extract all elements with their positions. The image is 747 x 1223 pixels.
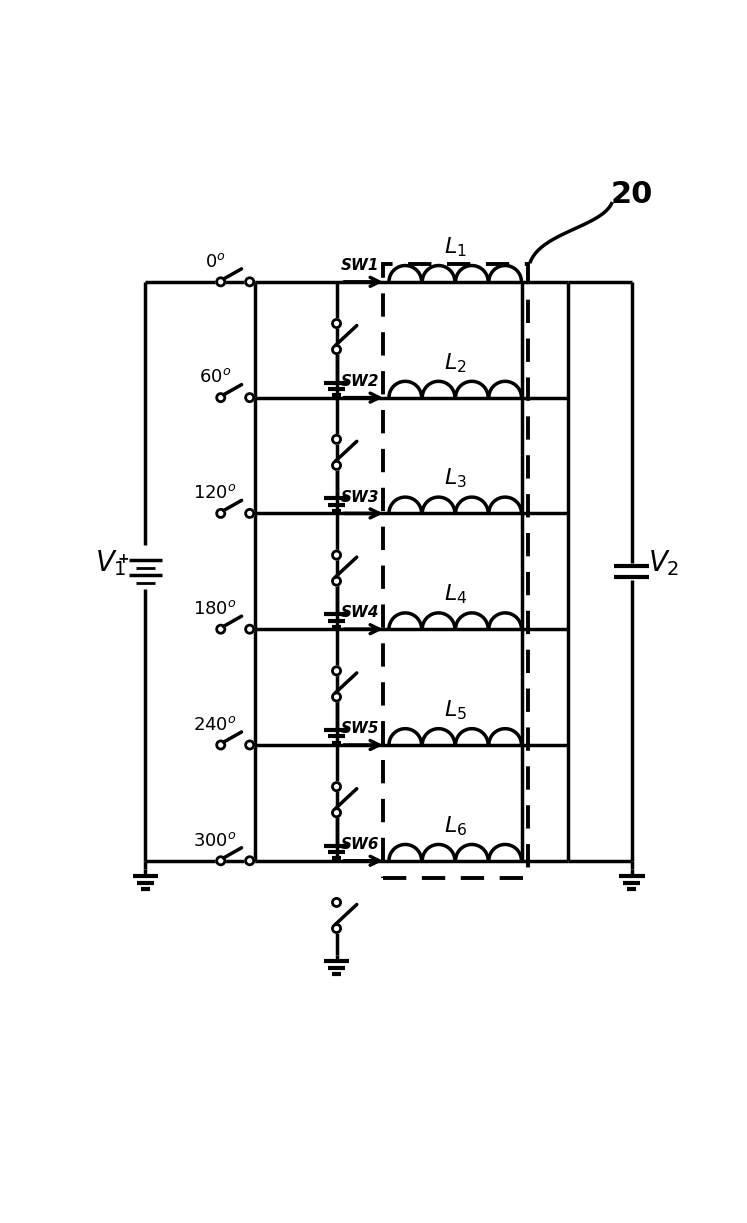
Circle shape <box>246 509 254 517</box>
Circle shape <box>217 394 225 401</box>
Text: SW2: SW2 <box>341 374 379 389</box>
Circle shape <box>217 509 225 517</box>
Circle shape <box>332 577 341 585</box>
Text: +: + <box>118 552 129 566</box>
Text: $240^o$: $240^o$ <box>193 715 237 734</box>
Circle shape <box>332 552 341 559</box>
Text: SW6: SW6 <box>341 837 379 852</box>
Text: $180^o$: $180^o$ <box>193 600 237 618</box>
Circle shape <box>332 319 341 328</box>
Circle shape <box>332 925 341 933</box>
Text: $L_2$: $L_2$ <box>444 351 467 374</box>
Text: SW5: SW5 <box>341 722 379 736</box>
Text: $V_1$: $V_1$ <box>95 548 126 577</box>
Text: $300^o$: $300^o$ <box>193 832 237 850</box>
Circle shape <box>332 783 341 791</box>
Text: SW1: SW1 <box>341 258 379 273</box>
Text: $60^o$: $60^o$ <box>199 368 231 386</box>
Circle shape <box>332 808 341 817</box>
Text: $120^o$: $120^o$ <box>193 484 237 503</box>
Text: $L_6$: $L_6$ <box>444 815 467 838</box>
Text: $L_3$: $L_3$ <box>444 467 467 490</box>
Text: $L_4$: $L_4$ <box>444 582 467 607</box>
Circle shape <box>332 435 341 444</box>
Text: SW4: SW4 <box>341 605 379 620</box>
Circle shape <box>217 856 225 865</box>
Circle shape <box>217 278 225 286</box>
Circle shape <box>332 461 341 470</box>
Circle shape <box>332 899 341 906</box>
Circle shape <box>217 741 225 748</box>
Circle shape <box>246 856 254 865</box>
Circle shape <box>332 346 341 353</box>
Text: SW3: SW3 <box>341 489 379 505</box>
Circle shape <box>332 667 341 675</box>
Text: $L_1$: $L_1$ <box>444 235 467 259</box>
Text: $L_5$: $L_5$ <box>444 698 467 722</box>
Text: $V_2$: $V_2$ <box>648 548 679 577</box>
Circle shape <box>246 741 254 748</box>
Text: $0^o$: $0^o$ <box>205 253 226 270</box>
Circle shape <box>217 625 225 634</box>
Circle shape <box>246 394 254 401</box>
Circle shape <box>246 278 254 286</box>
Circle shape <box>246 625 254 634</box>
Circle shape <box>332 693 341 701</box>
Text: 20: 20 <box>610 181 653 209</box>
